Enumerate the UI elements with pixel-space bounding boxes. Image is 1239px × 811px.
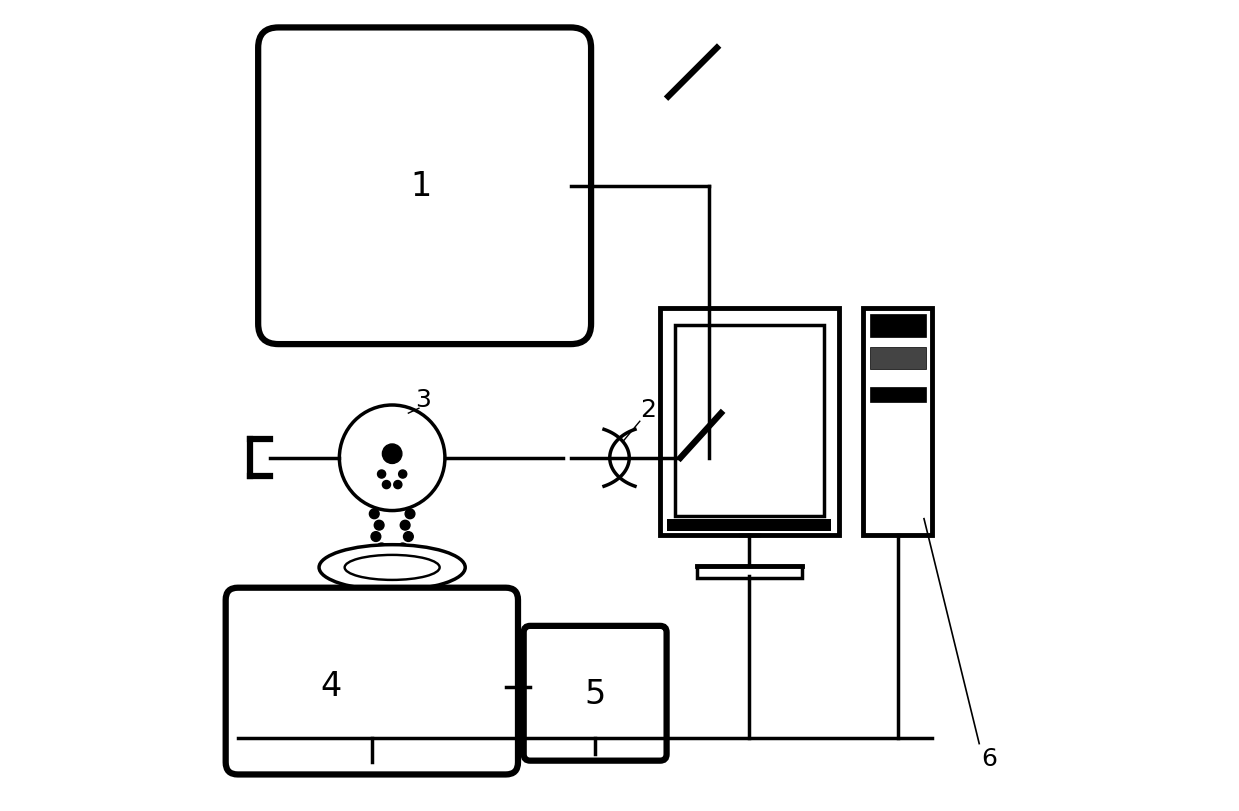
Bar [660,308,839,535]
Bar [864,308,932,535]
Text: 2: 2 [639,397,655,422]
Circle shape [377,543,387,553]
FancyBboxPatch shape [258,28,591,345]
Circle shape [404,589,414,599]
Circle shape [379,611,389,621]
Circle shape [370,532,380,542]
Text: 3: 3 [415,387,431,411]
Ellipse shape [344,556,440,580]
Circle shape [395,552,405,562]
Circle shape [395,611,405,621]
Circle shape [398,543,408,553]
Bar [870,315,926,337]
Circle shape [374,521,384,530]
Text: 5: 5 [585,677,606,710]
Circle shape [369,509,379,519]
Circle shape [375,600,385,610]
Bar [675,326,824,517]
Circle shape [394,481,401,489]
Circle shape [399,600,409,610]
Text: 1: 1 [410,170,431,203]
FancyBboxPatch shape [225,588,518,775]
Text: 6: 6 [981,746,997,770]
Circle shape [378,470,385,478]
Bar [870,347,926,370]
FancyBboxPatch shape [524,626,667,761]
Circle shape [379,552,389,562]
Circle shape [404,532,414,542]
Circle shape [400,521,410,530]
Bar [696,566,802,578]
Circle shape [405,509,415,519]
Circle shape [392,623,401,633]
Circle shape [383,481,390,489]
Circle shape [383,623,393,633]
Circle shape [339,406,445,511]
Bar [668,520,831,531]
Circle shape [399,470,406,478]
Bar [870,388,926,402]
Text: 4: 4 [321,669,342,702]
Circle shape [370,589,380,599]
Ellipse shape [320,545,465,590]
Circle shape [383,444,401,464]
